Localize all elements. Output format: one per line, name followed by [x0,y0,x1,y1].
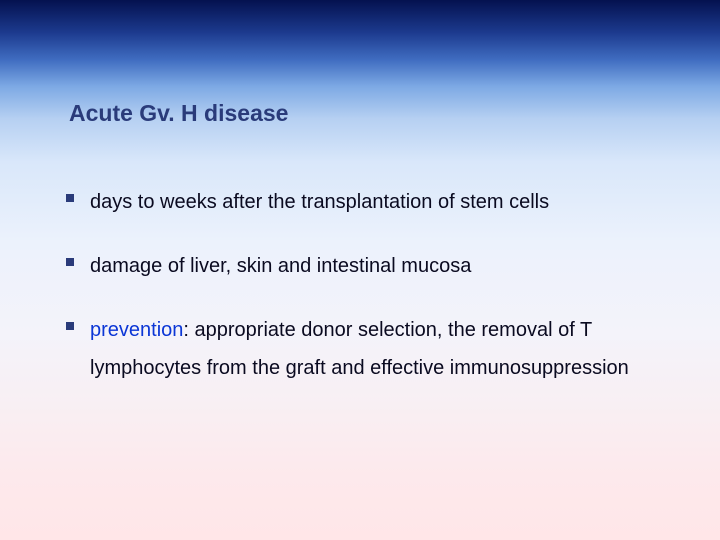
bullet-text: days to weeks after the transplantation … [90,191,549,213]
list-item: damage of liver, skin and intestinal muc… [66,247,670,285]
list-item: prevention: appropriate donor selection,… [66,311,670,387]
square-bullet-icon [66,322,74,330]
square-bullet-icon [66,194,74,202]
square-bullet-icon [66,258,74,266]
keyword: prevention [90,319,183,341]
slide-title: Acute Gv. H disease [69,100,288,127]
bullet-text: prevention: appropriate donor selection,… [90,319,629,379]
bullet-text: damage of liver, skin and intestinal muc… [90,255,471,277]
bullet-list: days to weeks after the transplantation … [66,183,670,387]
slide: Acute Gv. H disease days to weeks after … [0,0,720,540]
list-item: days to weeks after the transplantation … [66,183,670,221]
